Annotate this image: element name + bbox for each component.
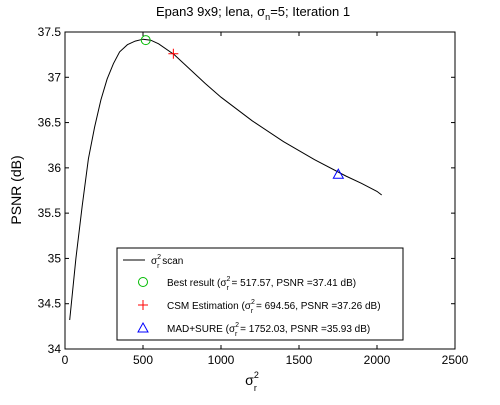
x-label-sup: 2 [254, 370, 259, 380]
legend-csm-sigma: σ [245, 301, 252, 312]
y-tick-label-2: 35 [48, 251, 62, 265]
x-tick-label-4: 2000 [364, 353, 391, 367]
x-label-sub: r [254, 383, 257, 393]
legend-mad-post: = 1752.03, PSNR =35.93 dB) [237, 324, 370, 335]
y-axis-label: PSNR (dB) [8, 155, 24, 224]
x-tick-label-3: 1500 [286, 353, 313, 367]
legend-csm-post: = 694.56, PSNR =37.26 dB) [253, 301, 380, 312]
legend-scan-sub: r [157, 263, 160, 270]
legend-entry-mad: MAD+SURE (σ2 r = 1752.03, PSNR =35.93 dB) [167, 322, 370, 338]
mad-sure-marker [332, 168, 345, 179]
legend: σ2 r scan Best result (σ2 r = 517.57, PSNR… [116, 247, 404, 341]
legend-box [116, 247, 404, 341]
series-lines [69, 38, 383, 321]
chart-title: Epan3 9x9; lena, σn=5; Iteration 1 [156, 4, 350, 22]
x-tick-label-2: 1000 [208, 353, 235, 367]
legend-circle-swatch [138, 277, 148, 287]
x-axis-label: σ2 r [245, 370, 259, 393]
y-tick-label-4: 36 [48, 161, 62, 175]
x-tick-label-0: 0 [62, 353, 69, 367]
legend-scan-sup: 2 [157, 254, 161, 261]
title-sigma: σ [257, 4, 265, 19]
csm-estimation-marker [168, 48, 179, 59]
legend-mad-sigma: σ [229, 324, 236, 335]
legend-mad-pre: MAD+SURE ( [167, 324, 230, 335]
legend-best-sub: r [226, 285, 229, 292]
legend-scan-text: scan [159, 256, 183, 267]
legend-best-sup: 2 [227, 276, 231, 283]
legend-best-post: = 517.57, PSNR =37.41 dB) [229, 278, 356, 289]
legend-entry-best: Best result (σ2 r = 517.57, PSNR =37.41 d… [167, 276, 356, 292]
y-tick-label-6: 37 [48, 70, 62, 84]
legend-plus-swatch [138, 300, 148, 310]
title-suffix: =5; Iteration 1 [270, 4, 350, 19]
legend-scan-sigma: σ [151, 256, 158, 267]
y-tick-label-1: 34.5 [38, 297, 62, 311]
legend-best-sigma: σ [220, 278, 227, 289]
best-result-marker [140, 35, 151, 46]
legend-entry-csm: CSM Estimation (σ2 r = 694.56, PSNR =37.2… [167, 299, 381, 315]
legend-mad-sub: r [235, 331, 238, 338]
legend-csm-pre: CSM Estimation ( [167, 301, 245, 312]
legend-csm-sub: r [251, 308, 254, 315]
y-tick-label-3: 35.5 [38, 206, 62, 220]
series-markers [140, 35, 345, 179]
legend-triangle-swatch [137, 321, 149, 333]
legend-mad-sup: 2 [235, 322, 239, 329]
legend-csm-sup: 2 [251, 299, 255, 306]
x-tick-label-5: 2500 [442, 353, 469, 367]
legend-entry-scan: σ2 r scan [151, 254, 183, 270]
scan-curve [69, 38, 383, 321]
title-prefix: Epan3 9x9; lena, [156, 4, 257, 19]
y-tick-label-0: 34 [48, 342, 62, 356]
x-tick-label-1: 500 [133, 353, 153, 367]
title-sigma-sub: n [265, 12, 270, 22]
y-tick-label-5: 36.5 [38, 116, 62, 130]
legend-best-pre: Best result ( [167, 278, 221, 289]
y-tick-label-7: 37.5 [38, 25, 62, 39]
axis-ticks: 0 500 1000 1500 2000 2500 34 34.5 35 35.5 36 36.5 37… [38, 25, 469, 367]
x-label-sigma: σ [245, 372, 254, 388]
